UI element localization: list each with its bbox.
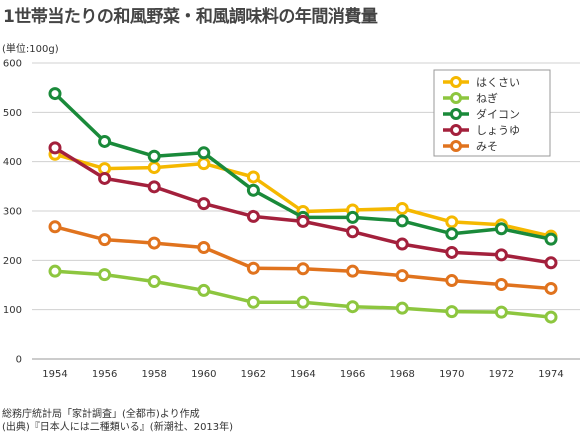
x-axis-ticks: 1954 1956 1958 1960 1962 1964 1966 1968 1970 1972… [42, 369, 563, 380]
data-point [246, 183, 260, 197]
data-point [544, 232, 558, 246]
data-point [395, 237, 409, 251]
data-point [246, 295, 260, 309]
data-point [246, 209, 260, 223]
legend-label: はくさい [476, 76, 520, 89]
data-point [48, 87, 62, 101]
data-point [147, 236, 161, 250]
data-point [48, 264, 62, 278]
source-note-2: (出典)『日本人には二種類いる』(新潮社、2013年) [2, 422, 234, 433]
data-point [494, 222, 508, 236]
y-tick-label: 300 [3, 207, 22, 218]
data-point [48, 141, 62, 155]
data-point [197, 157, 211, 171]
x-tick-label: 1970 [439, 369, 464, 380]
data-point [395, 269, 409, 283]
legend-swatch-marker [450, 124, 462, 136]
legend-item: みそ [443, 140, 498, 153]
data-point [346, 225, 360, 239]
legend-label: しょうゆ [476, 124, 520, 137]
data-point [98, 171, 112, 185]
legend-label: みそ [476, 140, 498, 153]
data-point [544, 281, 558, 295]
data-point [296, 262, 310, 276]
data-point [147, 180, 161, 194]
x-tick-label: 1954 [42, 369, 67, 380]
y-tick-label: 400 [3, 157, 22, 168]
data-point [246, 261, 260, 275]
data-point [147, 149, 161, 163]
x-tick-label: 1966 [340, 369, 365, 380]
x-tick-label: 1958 [141, 369, 166, 380]
legend-swatch-marker [450, 108, 462, 120]
unit-label: (単位:100g) [2, 44, 59, 55]
y-tick-label: 600 [3, 59, 22, 70]
data-point [346, 300, 360, 314]
legend-item: はくさい [443, 76, 520, 89]
series-group [48, 87, 558, 324]
legend-swatch-marker [450, 140, 462, 152]
legend-label: ねぎ [476, 91, 498, 105]
data-point [445, 245, 459, 259]
data-point [98, 233, 112, 247]
data-point [395, 214, 409, 228]
data-point [445, 215, 459, 229]
data-point [48, 220, 62, 234]
data-point [494, 248, 508, 262]
data-point [296, 214, 310, 228]
data-point [494, 278, 508, 292]
data-point [445, 227, 459, 241]
y-tick-label: 200 [3, 256, 22, 267]
series-line [54, 269, 552, 319]
data-point [445, 274, 459, 288]
series-しょうゆ [48, 141, 558, 270]
legend-item: ねぎ [443, 91, 498, 105]
series-ねぎ [48, 264, 558, 324]
data-point [147, 161, 161, 175]
chart-title: 1世帯当たりの和風野菜・和風調味料の年間消費量 [3, 7, 378, 27]
data-point [395, 301, 409, 315]
data-point [544, 310, 558, 324]
series-みそ [48, 220, 558, 295]
data-point [494, 305, 508, 319]
data-point [197, 197, 211, 211]
data-point [395, 202, 409, 216]
source-note-1: 総務庁統計局「家計調査」(全都市)より作成 [2, 409, 200, 420]
y-tick-label: 0 [16, 355, 22, 366]
data-point [445, 305, 459, 319]
data-point [346, 264, 360, 278]
legend-label: ダイコン [476, 107, 520, 121]
y-tick-label: 500 [3, 108, 22, 119]
x-tick-label: 1960 [191, 369, 216, 380]
x-tick-label: 1962 [241, 369, 266, 380]
data-point [246, 170, 260, 184]
x-tick-label: 1972 [489, 369, 514, 380]
x-tick-label: 1964 [290, 369, 315, 380]
data-point [197, 283, 211, 297]
legend-item: しょうゆ [443, 124, 520, 137]
data-point [296, 295, 310, 309]
data-point [98, 134, 112, 148]
legend-swatch-marker [450, 76, 462, 88]
y-axis-ticks: 0 100 200 300 400 500 600 [3, 59, 22, 366]
data-point [98, 268, 112, 282]
data-point [197, 241, 211, 255]
x-tick-label: 1956 [92, 369, 117, 380]
y-tick-label: 100 [3, 305, 22, 316]
data-point [147, 275, 161, 289]
x-tick-label: 1974 [538, 369, 563, 380]
legend-swatch-marker [450, 92, 462, 104]
data-point [197, 146, 211, 160]
x-tick-label: 1968 [389, 369, 414, 380]
data-point [346, 210, 360, 224]
data-point [544, 256, 558, 270]
legend-item: ダイコン [443, 107, 520, 121]
